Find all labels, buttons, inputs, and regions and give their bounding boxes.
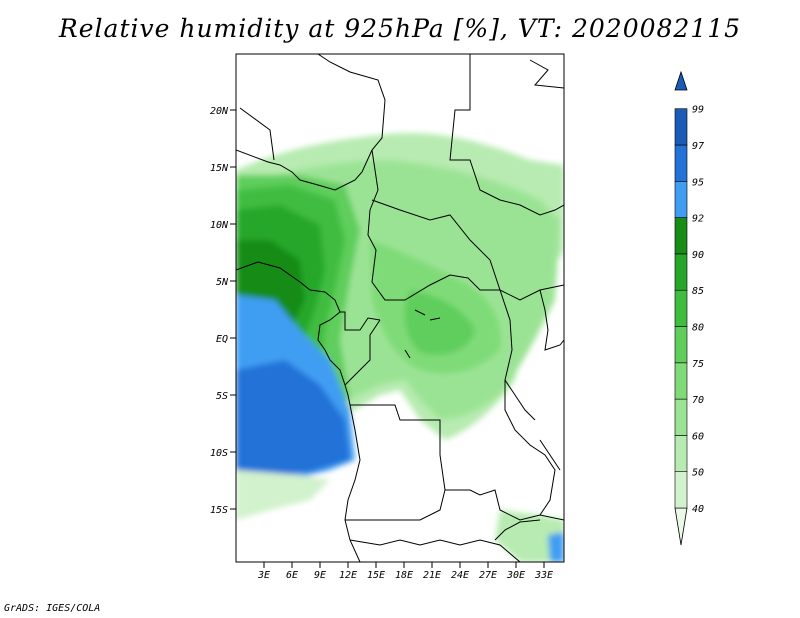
colorbar-segment (674, 435, 688, 472)
lat-label: 15N (210, 163, 229, 174)
lon-label: 21E (423, 570, 441, 581)
country-borders (236, 54, 564, 562)
colorbar-label: 95 (692, 177, 704, 188)
lon-label: 6E (286, 570, 298, 581)
colorbar-label: 60 (692, 431, 704, 442)
colorbar-label: 92 (692, 214, 704, 225)
colorbar-segment (674, 362, 688, 400)
map-frame (235, 53, 565, 563)
longitude-axis: 3E 6E 9E 12E 15E 18E 21E 24E 27E 30E 33E (257, 562, 553, 581)
lat-label: 10S (210, 448, 228, 459)
lon-label: 30E (506, 570, 525, 581)
lat-label: 5N (216, 277, 229, 288)
humidity-field (236, 54, 564, 562)
lon-label: 27E (479, 570, 497, 581)
lat-label: 5S (216, 391, 228, 402)
colorbar: 40 50 60 70 75 80 85 90 92 95 97 99 (674, 70, 704, 546)
colorbar-segment (674, 289, 688, 327)
colorbar-label: 80 (692, 323, 704, 334)
lon-label: 24E (451, 570, 469, 581)
lon-label: 9E (314, 570, 326, 581)
colorbar-segment (674, 398, 688, 436)
colorbar-label: 40 (692, 504, 704, 515)
colorbar-segment (674, 181, 688, 218)
colorbar-label: 90 (692, 250, 704, 261)
lat-label: 15S (210, 505, 228, 516)
colorbar-label: 70 (692, 395, 704, 406)
colorbar-bottom-arrow (674, 507, 688, 546)
lon-label: 15E (367, 570, 385, 581)
map-title: Relative humidity at 925hPa [%], VT: 202… (58, 14, 742, 43)
colorbar-segment (674, 253, 688, 291)
lon-label: 3E (257, 570, 270, 581)
colorbar-label: 75 (692, 359, 704, 370)
colorbar-segment (674, 108, 688, 146)
colorbar-label: 97 (692, 141, 704, 152)
lat-label: 10N (210, 220, 229, 231)
colorbar-segment (674, 326, 688, 364)
lat-label: EQ (216, 334, 228, 345)
footer-credit: GrADS: IGES/COLA (4, 603, 101, 614)
colorbar-segment (674, 217, 688, 255)
latitude-axis: 20N 15N 10N 5N EQ 5S 10S 15S (210, 106, 236, 516)
lon-label: 33E (534, 570, 553, 581)
colorbar-segment (674, 471, 688, 509)
colorbar-segment (674, 144, 688, 182)
lon-label: 12E (339, 570, 357, 581)
colorbar-label: 85 (692, 286, 704, 297)
lon-label: 18E (395, 570, 413, 581)
lat-label: 20N (210, 106, 229, 117)
colorbar-label: 99 (692, 105, 704, 116)
colorbar-top-arrow (674, 70, 688, 91)
colorbar-label: 50 (692, 468, 704, 479)
